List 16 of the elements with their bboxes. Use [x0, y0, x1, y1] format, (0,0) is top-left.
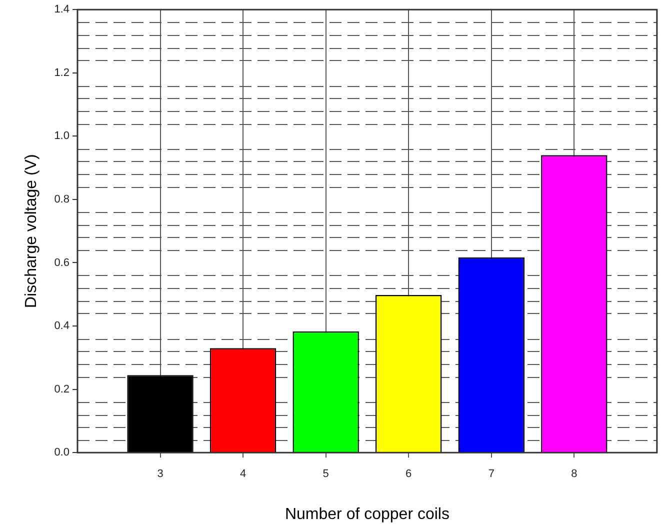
y-axis-title: Discharge voltage (V)	[23, 154, 40, 308]
y-tick-label: 0.2	[54, 383, 70, 396]
y-tick-label: 0.6	[54, 256, 70, 269]
x-tick-label: 6	[406, 468, 412, 480]
x-tick-label: 7	[488, 468, 494, 480]
y-tick-label: 1.0	[54, 130, 70, 142]
y-tick-label: 1.4	[54, 4, 70, 16]
y-tick-label: 1.2	[54, 66, 70, 79]
y-tick-label: 0.8	[54, 193, 70, 206]
x-tick-label: 5	[322, 468, 329, 480]
x-axis-title: Number of copper coils	[284, 506, 450, 523]
y-tick-label: 0.4	[54, 320, 70, 332]
x-tick-label: 8	[571, 468, 578, 480]
x-tick-label: 3	[157, 468, 164, 480]
y-tick-label: 0.0	[54, 446, 70, 459]
x-tick-label: 4	[240, 468, 246, 480]
